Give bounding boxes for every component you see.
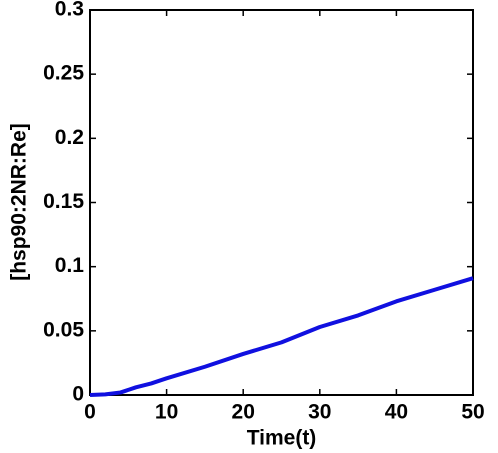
x-tick-label: 0 (84, 401, 96, 424)
y-tick-label: 0.3 (55, 0, 84, 21)
x-tick-label: 20 (232, 401, 255, 424)
x-tick-label: 40 (385, 401, 408, 424)
data-line (89, 276, 474, 397)
y-axis-label: [hsp90:2NR:Re] (8, 123, 31, 281)
plot-frame (89, 9, 474, 396)
x-axis-label: Time(t) (247, 427, 317, 450)
y-tick-label: 0.1 (55, 254, 85, 277)
y-tick-label: 0.2 (55, 126, 84, 149)
y-tick-label: 0 (72, 383, 84, 406)
y-tick-label: 0.25 (43, 62, 84, 85)
x-tick-label: 30 (308, 401, 331, 424)
y-tick-label: 0.15 (43, 190, 84, 213)
y-tick-label: 0.05 (43, 318, 84, 341)
x-tick-label: 50 (461, 401, 484, 424)
x-tick-label: 10 (155, 401, 178, 424)
